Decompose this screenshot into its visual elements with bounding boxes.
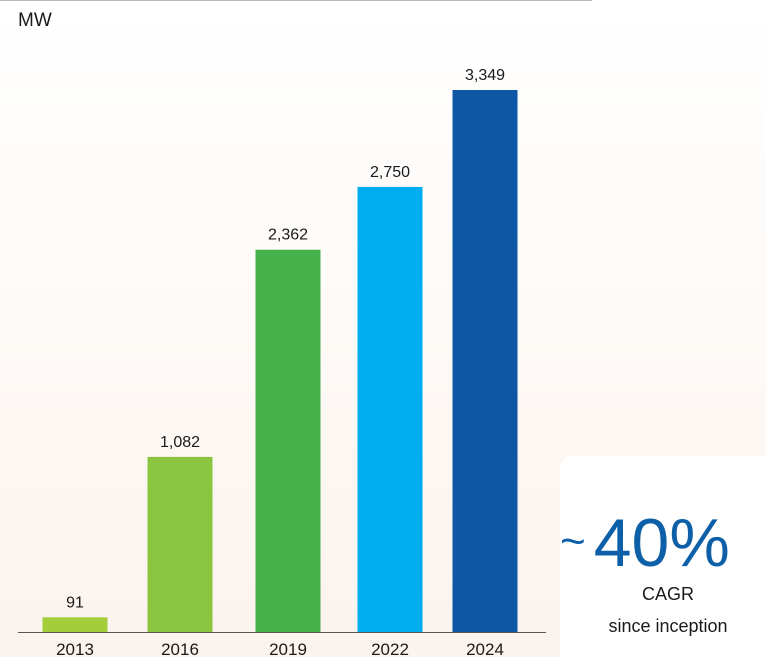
cagr-sublabel: since inception (608, 616, 728, 636)
bar-value-label: 2,750 (370, 164, 410, 181)
bar-2016 (147, 456, 213, 632)
x-tick-label: 2019 (269, 640, 307, 657)
cagr-tilde: ~ (560, 517, 586, 566)
cagr-callout: ~40% CAGR since inception (560, 456, 766, 657)
cagr-percent: 40% (593, 505, 730, 581)
bar-value-label: 3,349 (465, 67, 505, 84)
bar-2022 (357, 186, 423, 632)
bar-2013 (42, 617, 108, 632)
bar-2024 (452, 90, 518, 632)
top-rule (0, 0, 592, 1)
bar-value-label: 91 (66, 594, 84, 611)
x-tick-label: 2016 (161, 640, 199, 657)
cagr-value: ~40% (560, 502, 766, 583)
x-tick-label: 2024 (466, 640, 504, 657)
bar-value-label: 1,082 (160, 434, 200, 451)
x-tick-label: 2013 (56, 640, 94, 657)
bar-value-label: 2,362 (268, 227, 308, 244)
unit-label: MW (18, 10, 52, 31)
cagr-label: CAGR (641, 584, 694, 604)
bar-2019 (255, 249, 321, 632)
x-tick-label: 2022 (371, 640, 409, 657)
